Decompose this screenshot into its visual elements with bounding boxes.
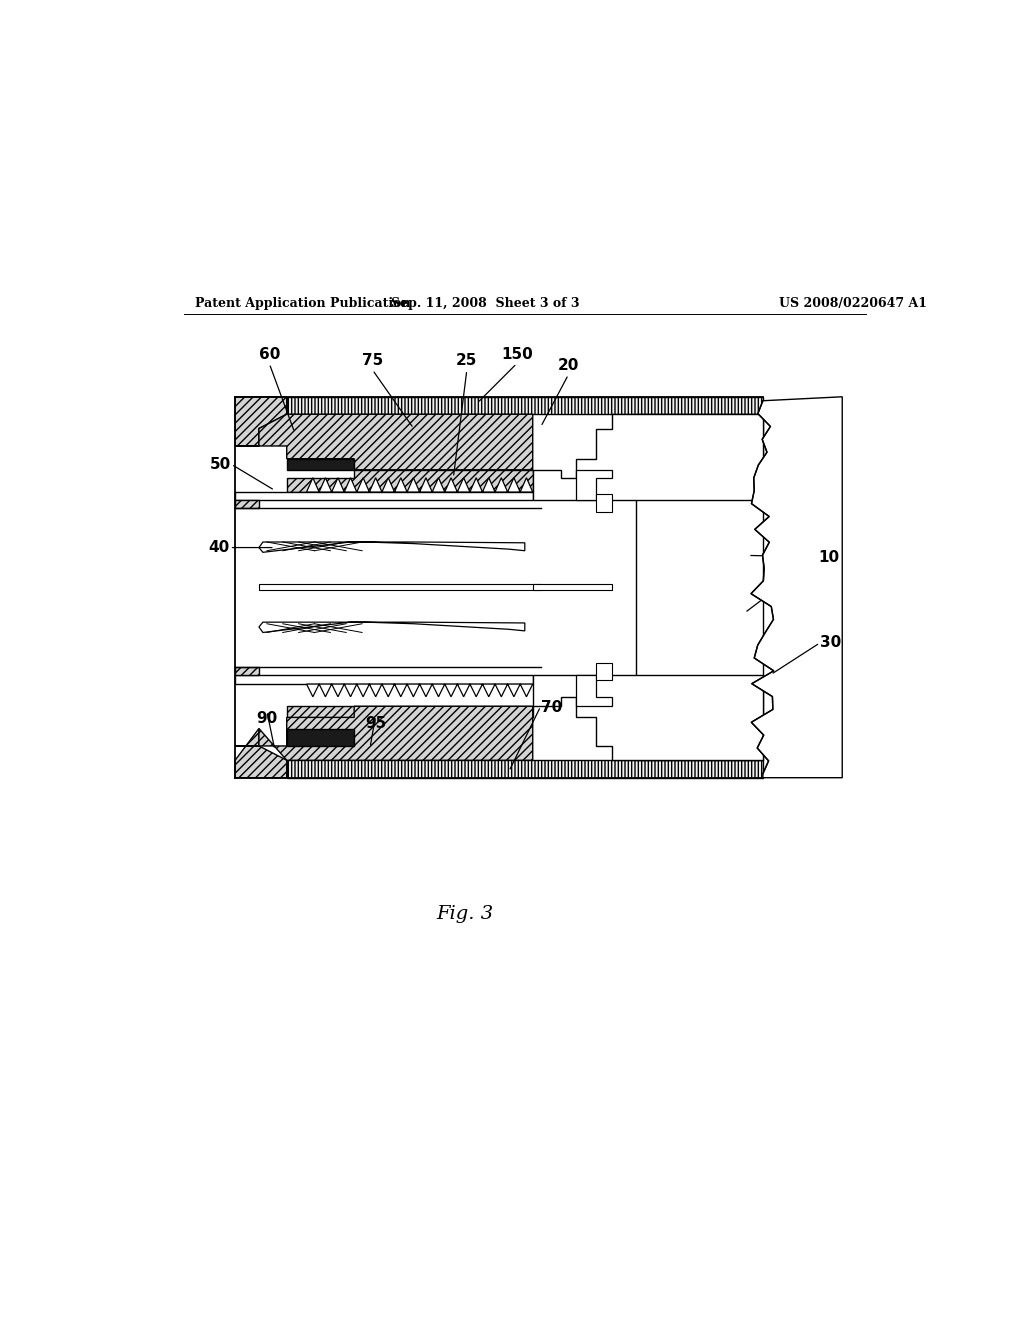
- Text: 60: 60: [259, 347, 280, 362]
- Text: 150: 150: [501, 347, 532, 362]
- Polygon shape: [259, 543, 524, 552]
- Text: 30: 30: [820, 635, 842, 651]
- Polygon shape: [306, 684, 532, 697]
- Polygon shape: [577, 470, 612, 500]
- Polygon shape: [751, 397, 842, 777]
- Bar: [287, 760, 763, 777]
- Bar: [596, 495, 612, 512]
- Bar: [636, 414, 763, 760]
- Polygon shape: [236, 500, 259, 508]
- Text: US 2008/0220647 A1: US 2008/0220647 A1: [778, 297, 927, 310]
- Text: 70: 70: [541, 701, 562, 715]
- Bar: [236, 675, 532, 684]
- Bar: [287, 397, 763, 414]
- Polygon shape: [287, 470, 532, 492]
- Polygon shape: [236, 729, 287, 777]
- Bar: [532, 583, 612, 590]
- Text: Fig. 3: Fig. 3: [436, 906, 494, 923]
- Bar: [259, 583, 541, 590]
- Text: 90: 90: [256, 711, 278, 726]
- Text: 25: 25: [456, 354, 477, 368]
- Polygon shape: [259, 622, 524, 632]
- Polygon shape: [236, 667, 259, 675]
- Text: 40: 40: [208, 540, 229, 554]
- Text: 10: 10: [818, 549, 840, 565]
- Text: 75: 75: [361, 354, 383, 368]
- Bar: [236, 492, 532, 500]
- Text: 50: 50: [210, 457, 231, 471]
- Polygon shape: [236, 397, 287, 446]
- Text: 20: 20: [558, 358, 580, 374]
- Text: Sep. 11, 2008  Sheet 3 of 3: Sep. 11, 2008 Sheet 3 of 3: [391, 297, 580, 310]
- Bar: [287, 458, 354, 470]
- Text: 95: 95: [365, 715, 386, 731]
- Polygon shape: [532, 675, 763, 760]
- Polygon shape: [306, 478, 532, 492]
- Polygon shape: [577, 675, 612, 706]
- Text: Patent Application Publication: Patent Application Publication: [196, 297, 411, 310]
- Polygon shape: [236, 414, 532, 470]
- Polygon shape: [287, 706, 532, 729]
- Bar: [287, 729, 354, 746]
- Bar: [596, 663, 612, 680]
- Polygon shape: [236, 706, 532, 760]
- Polygon shape: [532, 414, 763, 500]
